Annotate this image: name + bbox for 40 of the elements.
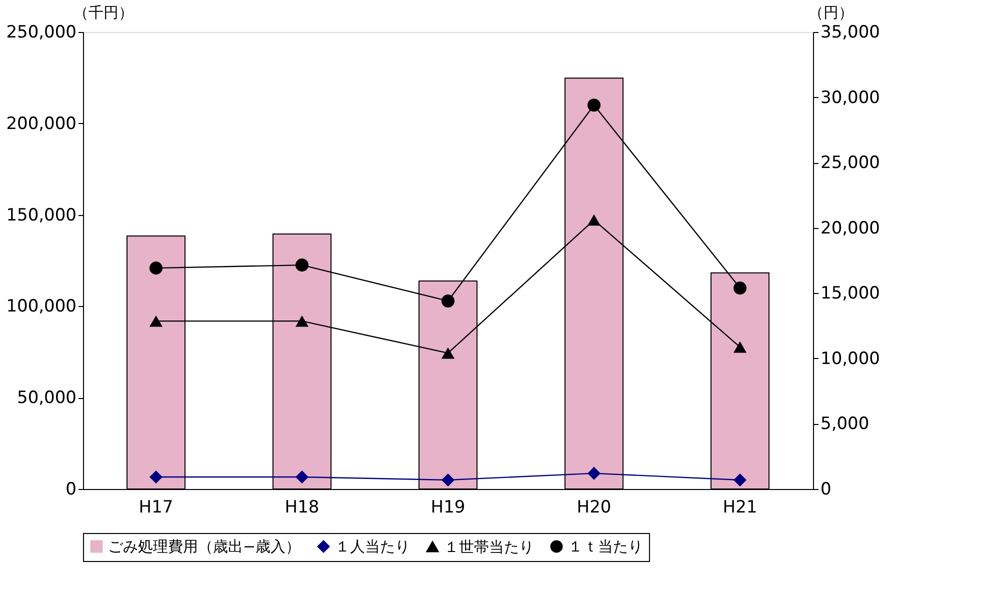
point	[295, 258, 309, 272]
y-tick-label: 100,000	[6, 296, 76, 317]
x-tick-label: H17	[138, 498, 174, 518]
point	[733, 473, 747, 487]
legend-label: １ｔ当たり	[568, 538, 643, 556]
legend-label: ごみ処理費用（歳出−歳入）	[108, 538, 301, 556]
y2-tick-label: 20,000	[820, 218, 880, 238]
point	[587, 98, 601, 112]
y-tick-label: 200,000	[6, 114, 76, 134]
point	[149, 262, 163, 275]
point	[441, 347, 455, 359]
point	[587, 214, 601, 226]
point	[441, 473, 455, 487]
point	[733, 282, 747, 295]
y-tick-label: 150,000	[6, 205, 76, 226]
legend-label: １世帯当たり	[444, 538, 534, 556]
point	[441, 294, 455, 308]
y2-axis-title: （円）	[808, 4, 854, 22]
point	[149, 470, 163, 484]
y2-tick-label: 15,000	[820, 284, 880, 304]
point	[733, 341, 747, 353]
x-tick-label: H19	[430, 498, 466, 518]
y2-tick-label: 10,000	[820, 348, 880, 369]
point	[295, 470, 309, 484]
y-tick-label: 0	[66, 480, 76, 500]
point	[295, 315, 309, 327]
legend-label: １人当たり	[335, 538, 410, 556]
y2-tick-label: 30,000	[820, 88, 880, 108]
y2-tick-label: 35,000	[820, 22, 880, 42]
x-tick-label: H21	[722, 498, 758, 518]
point	[587, 466, 601, 480]
y2-tick-label: 0	[820, 480, 832, 500]
y-tick-label: 250,000	[6, 22, 76, 42]
y2-tick-label: 25,000	[820, 153, 880, 174]
x-tick-label: H20	[576, 498, 612, 518]
y-axis-title: （千円）	[74, 4, 134, 22]
x-tick-label: H18	[284, 498, 320, 518]
y2-tick-label: 5,000	[820, 414, 870, 434]
point	[149, 315, 163, 327]
y-tick-label: 50,000	[17, 388, 76, 408]
